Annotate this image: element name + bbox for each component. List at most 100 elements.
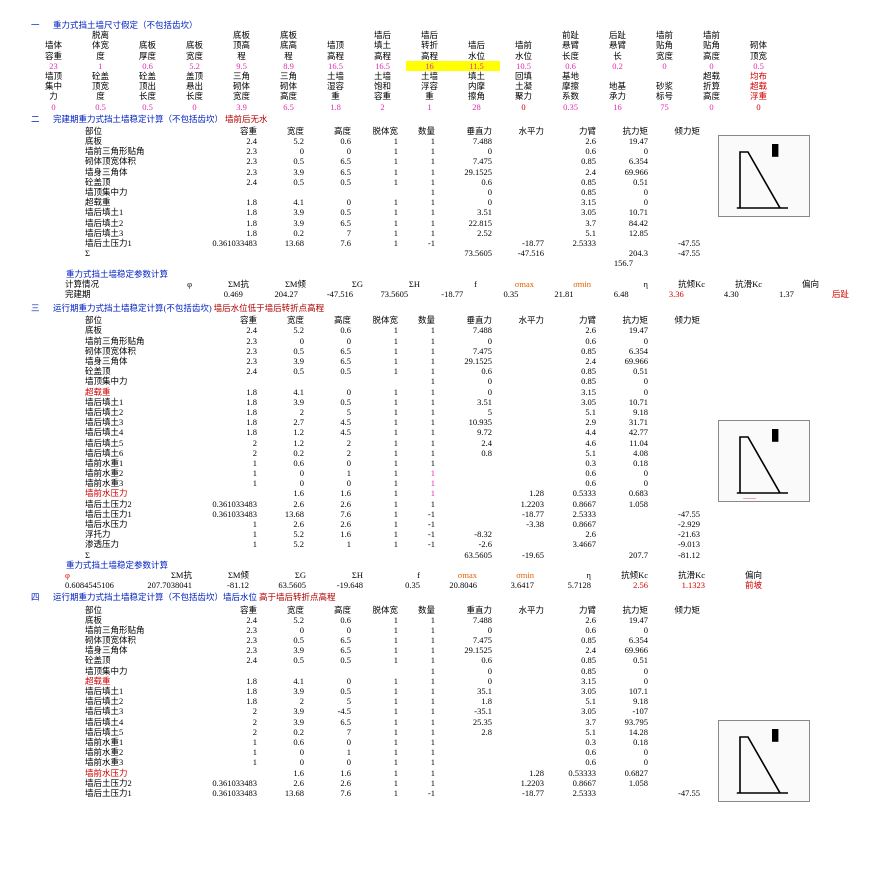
cell: 0.5 — [258, 366, 305, 376]
cell: 7.475 — [436, 156, 493, 166]
s1-val1: 2310.65.29.58.916.516.51611.510.50.60.20… — [30, 61, 850, 71]
col-header: 倾力矩 — [649, 315, 701, 325]
col-header: 力臂 — [545, 315, 597, 325]
cell: 2.4 — [176, 366, 258, 376]
cell: 7.6 — [305, 788, 352, 798]
cell: 1 — [352, 136, 399, 146]
col-header: 底板底高程 — [265, 30, 312, 61]
sec-title: 运行期重力式挡土墙稳定计算（不包括齿坎）墙后水位 — [52, 592, 258, 602]
cell: 2.4 — [176, 655, 258, 665]
cell: 墙身三角体 — [30, 645, 176, 655]
cell: 墙前水压力 — [30, 488, 176, 498]
cell: 1 — [352, 655, 399, 665]
cell: 6.354 — [597, 346, 649, 356]
cell: 0.85 — [545, 376, 597, 386]
col-header: 宽度 — [258, 315, 305, 325]
cell: 2.6 — [305, 499, 352, 509]
cell: 2.8 — [436, 727, 493, 737]
cell: 1 — [305, 747, 352, 757]
col-header: 部位 — [30, 605, 176, 615]
table-row: 墙前三角形贴角2.3001100.60 — [30, 625, 850, 635]
cell: 0 — [436, 387, 493, 397]
cell: 2.6 — [258, 778, 305, 788]
col-value: 0 — [641, 61, 688, 71]
cell: -8.32 — [436, 529, 493, 539]
col-value: 0 — [500, 102, 547, 112]
calc-value: 完建期 — [30, 289, 134, 299]
cell: 0.3 — [545, 458, 597, 468]
cell: 1 — [399, 407, 436, 417]
cell: 1 — [352, 625, 399, 635]
cell: 0.5 — [305, 207, 352, 217]
cell: 6.5 — [305, 156, 352, 166]
cell: -21.63 — [649, 529, 701, 539]
cell: 1 — [399, 417, 436, 427]
cell: 2.4 — [176, 177, 258, 187]
cell: 墙前水重2 — [30, 468, 176, 478]
cell: 5.2 — [258, 529, 305, 539]
col-header: 后趾悬臂长 — [594, 30, 641, 61]
cell: 12.85 — [597, 228, 649, 238]
cell: 0.6 — [305, 615, 352, 625]
cell: 0.85 — [545, 187, 597, 197]
sec-title: 完建期重力式挡土墙稳定计算（不包括齿坎） — [52, 114, 224, 124]
cell: 1.8 — [176, 397, 258, 407]
cell: -1 — [399, 529, 436, 539]
cell: 0.5 — [258, 346, 305, 356]
cell: 0 — [597, 146, 649, 156]
cell: 2.4 — [436, 438, 493, 448]
cell: 2.3 — [176, 635, 258, 645]
cell: 1.8 — [176, 407, 258, 417]
col-header: 砂浆标号 — [641, 81, 688, 101]
cell: 1 — [352, 615, 399, 625]
cell: -1 — [399, 509, 436, 519]
cell: 1 — [352, 717, 399, 727]
diagram-icon — [718, 135, 810, 217]
col-header: 回填土凝聚力 — [500, 71, 547, 102]
cell: 6.5 — [305, 645, 352, 655]
cell: 0 — [305, 737, 352, 747]
cell: 14.28 — [597, 727, 649, 737]
cell: 6.5 — [305, 167, 352, 177]
cell: 1 — [399, 366, 436, 376]
col-header: 数量 — [399, 315, 436, 325]
table-row: 墙后填土31.80.27112.525.112.85 — [30, 228, 850, 238]
s2-calc-title: 重力式挡土墙稳定参数计算 — [30, 269, 850, 279]
cell: 6.5 — [305, 356, 352, 366]
col-header: 力臂 — [545, 605, 597, 615]
col-header: 高度 — [305, 126, 352, 136]
cell: 29.1525 — [436, 167, 493, 177]
col-value: 75 — [641, 102, 688, 112]
cell: 2.6 — [258, 519, 305, 529]
cell: 0 — [436, 146, 493, 156]
cell: 砼盖顶 — [30, 177, 176, 187]
cell: 5.2 — [258, 615, 305, 625]
cell: 1 — [176, 529, 258, 539]
calc-header: σmin — [478, 570, 535, 580]
cell: -47.516 — [493, 248, 545, 258]
cell: 107.1 — [597, 686, 649, 696]
cell: 墙前水重3 — [30, 478, 176, 488]
calc-header: ΣH — [364, 279, 421, 289]
cell: 1 — [352, 747, 399, 757]
cell: 1 — [399, 757, 436, 767]
cell: 渗透压力 — [30, 539, 176, 549]
col-value: 28 — [453, 102, 500, 112]
cell: 墙后土压力2 — [30, 499, 176, 509]
cell: 0.5 — [258, 177, 305, 187]
col-header: 抗力矩 — [597, 605, 649, 615]
cell: 0.85 — [545, 655, 597, 665]
cell: 2.52 — [436, 228, 493, 238]
cell: 1 — [352, 197, 399, 207]
cell: 1 — [399, 747, 436, 757]
document-root: 一 重力式挡土墙尺寸假定（不包括齿坎） 墙体容重脱离体宽度底板厚度底板宽度底板顶… — [30, 20, 850, 798]
col-header: 脱离体宽度 — [77, 30, 124, 61]
cell: 砼盖顶 — [30, 655, 176, 665]
cell: 13.68 — [258, 238, 305, 248]
cell: 1.8 — [176, 686, 258, 696]
cell: -2.929 — [649, 519, 701, 529]
cell: 2.6 — [545, 325, 597, 335]
cell: 1 — [352, 356, 399, 366]
calc-value: 5.7128 — [535, 580, 592, 590]
cell: 0.6 — [436, 366, 493, 376]
